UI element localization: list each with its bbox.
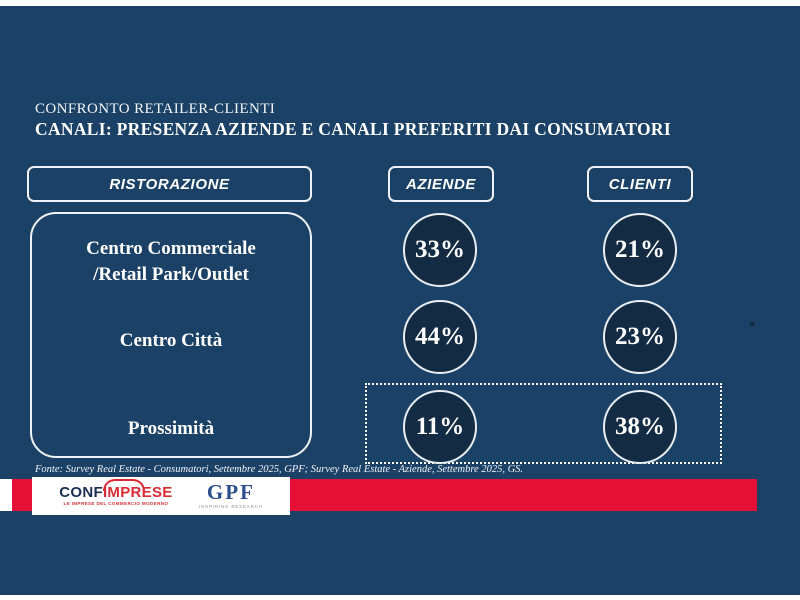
- gpf-logo: GPF INSPIRING RESEARCH: [199, 482, 263, 510]
- row-label-line: Centro Commerciale: [86, 238, 256, 259]
- value-circle-clienti-row2: 38%: [603, 390, 677, 464]
- value-label: 33%: [415, 236, 465, 263]
- value-circle-aziende-row2: 11%: [403, 390, 477, 464]
- gpf-wordmark: GPF: [206, 480, 255, 505]
- value-circle-aziende-row0: 33%: [403, 213, 477, 287]
- header-clienti-label: CLIENTI: [608, 175, 672, 193]
- header-clienti: CLIENTI: [587, 166, 693, 202]
- row-label-line: Centro Città: [119, 330, 223, 351]
- row-label-line: /Retail Park/Outlet: [93, 264, 249, 285]
- value-circle-aziende-row1: 44%: [403, 300, 477, 374]
- slide-kicker: CONFRONTO RETAILER-CLIENTI: [35, 101, 276, 117]
- header-ristorazione-label: RISTORAZIONE: [109, 175, 230, 193]
- category-box: [30, 212, 312, 458]
- logo-panel: CONFIMPRESE LE IMPRESE DEL COMMERCIO MOD…: [32, 477, 290, 515]
- value-label: 11%: [415, 413, 465, 440]
- row-label-centro-commerciale: Centro Commerciale /Retail Park/Outlet: [30, 236, 312, 288]
- gpf-tagline: INSPIRING RESEARCH: [199, 504, 263, 510]
- value-circle-clienti-row1: 23%: [603, 300, 677, 374]
- value-label: 21%: [615, 236, 665, 263]
- footnote-asterisk: *: [749, 318, 756, 333]
- highlight-dotted-box: [365, 383, 722, 464]
- row-label-line: Prossimità: [127, 418, 215, 439]
- header-ristorazione: RISTORAZIONE: [27, 166, 312, 202]
- source-text: Fonte: Survey Real Estate - Consumatori,…: [35, 464, 524, 475]
- slide-title: CANALI: PRESENZA AZIENDE E CANALI PREFER…: [35, 119, 671, 139]
- value-circle-clienti-row0: 21%: [603, 213, 677, 287]
- value-label: 23%: [615, 323, 665, 350]
- confimprese-logo: CONFIMPRESE LE IMPRESE DEL COMMERCIO MOD…: [59, 479, 172, 507]
- value-label: 38%: [615, 413, 665, 440]
- row-label-prossimita: Prossimità: [30, 416, 312, 442]
- row-label-centro-citta: Centro Città: [30, 328, 312, 354]
- confimprese-arc-icon: [103, 479, 146, 492]
- confimprese-tagline: LE IMPRESE DEL COMMERCIO MODERNO: [63, 501, 169, 507]
- header-aziende-label: AZIENDE: [405, 175, 477, 193]
- confimprese-word-prefix: CONF: [59, 484, 103, 502]
- value-label: 44%: [415, 323, 465, 350]
- header-aziende: AZIENDE: [388, 166, 494, 202]
